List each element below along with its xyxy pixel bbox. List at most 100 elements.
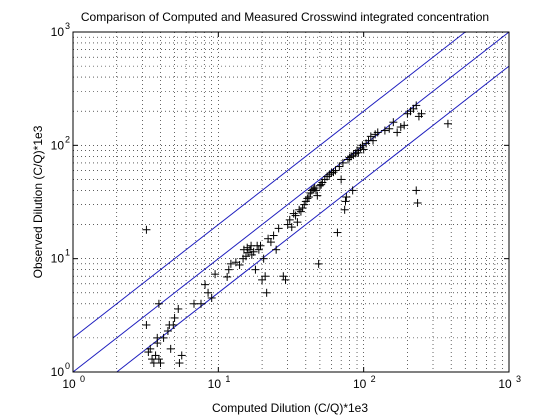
data-point	[201, 280, 210, 289]
data-point	[251, 265, 260, 274]
data-point	[340, 205, 349, 214]
y-tick-exponent: 2	[65, 134, 70, 144]
data-point	[142, 320, 151, 329]
data-point	[175, 359, 184, 368]
data-point	[325, 170, 334, 179]
data-point	[169, 320, 178, 329]
data-point	[207, 293, 216, 302]
data-point	[291, 211, 300, 220]
data-point	[313, 191, 322, 200]
data-point	[385, 124, 394, 133]
data-point	[338, 158, 347, 167]
data-point	[266, 238, 275, 247]
data-point	[241, 252, 250, 261]
data-point	[163, 327, 172, 336]
data-point	[272, 245, 281, 254]
data-point	[417, 109, 426, 118]
data-point	[314, 259, 323, 268]
data-point	[289, 209, 298, 218]
x-tick-exponent: 2	[371, 374, 376, 384]
data-point	[223, 272, 232, 281]
y-tick-label: 10	[51, 365, 65, 379]
data-point	[412, 101, 421, 110]
data-point	[274, 224, 283, 233]
data-point	[331, 166, 340, 175]
data-point	[348, 186, 357, 195]
data-point	[380, 126, 389, 135]
x-axis-ticks: 10 0 10 1 10 2 10 3	[62, 32, 521, 391]
data-point	[166, 344, 175, 353]
x-tick-label: 10	[208, 377, 222, 391]
data-point	[298, 203, 307, 212]
data-point	[249, 247, 258, 256]
data-points	[142, 101, 452, 368]
data-point	[262, 288, 271, 297]
data-point	[256, 241, 265, 250]
data-point	[151, 351, 160, 360]
data-point	[443, 119, 452, 128]
plot-frame	[72, 31, 510, 373]
data-point	[261, 272, 270, 281]
data-point	[329, 168, 338, 177]
data-point	[335, 162, 344, 171]
data-point	[146, 344, 155, 353]
reference-line	[116, 65, 510, 373]
data-point	[224, 265, 233, 274]
data-point	[144, 348, 153, 357]
data-point	[327, 169, 336, 178]
data-point	[269, 231, 278, 240]
x-tick-exponent: 3	[516, 374, 521, 384]
data-point	[189, 299, 198, 308]
reference-line	[72, 31, 510, 373]
data-point	[197, 299, 206, 308]
data-point	[393, 128, 402, 137]
data-point	[154, 299, 163, 308]
data-point	[156, 359, 165, 368]
y-tick-label: 10	[51, 25, 65, 39]
x-tick-label: 10	[353, 377, 367, 391]
y-tick-exponent: 3	[65, 21, 70, 31]
y-tick-label: 10	[51, 138, 65, 152]
x-axis-label: Computed Dilution (C/Q)*1e3	[212, 401, 368, 415]
data-point	[170, 313, 179, 322]
data-point	[177, 351, 186, 360]
x-tick-label: 10	[498, 377, 512, 391]
data-point	[295, 205, 304, 214]
chart-title: Comparison of Computed and Measured Cros…	[81, 10, 489, 24]
data-point	[300, 200, 309, 209]
y-tick-exponent: 0	[65, 361, 70, 371]
data-point	[254, 245, 263, 254]
data-point	[259, 254, 268, 263]
data-point	[285, 215, 294, 224]
data-point	[358, 141, 367, 150]
data-point	[296, 207, 305, 216]
data-point	[235, 260, 244, 269]
reference-line	[72, 31, 466, 339]
data-point	[281, 275, 290, 284]
data-point	[369, 136, 378, 145]
data-point	[317, 180, 326, 189]
data-point	[396, 123, 405, 132]
grid-lines	[73, 32, 509, 372]
y-axis-label: Observed Dilution (C/Q)*1e3	[31, 125, 45, 278]
data-point	[413, 198, 422, 207]
data-point	[142, 225, 151, 234]
data-point	[226, 259, 235, 268]
data-point	[245, 245, 254, 254]
data-point	[400, 121, 409, 130]
data-point	[342, 193, 351, 202]
data-point	[333, 228, 342, 237]
x-tick-label: 10	[62, 377, 76, 391]
x-tick-exponent: 0	[80, 374, 85, 384]
data-point	[211, 270, 220, 279]
data-point	[373, 128, 382, 137]
y-tick-label: 10	[51, 252, 65, 266]
data-point	[359, 145, 368, 154]
reference-lines	[72, 31, 510, 373]
data-point	[354, 148, 363, 157]
data-point	[154, 355, 163, 364]
data-point	[412, 186, 421, 195]
x-tick-exponent: 1	[225, 374, 230, 384]
